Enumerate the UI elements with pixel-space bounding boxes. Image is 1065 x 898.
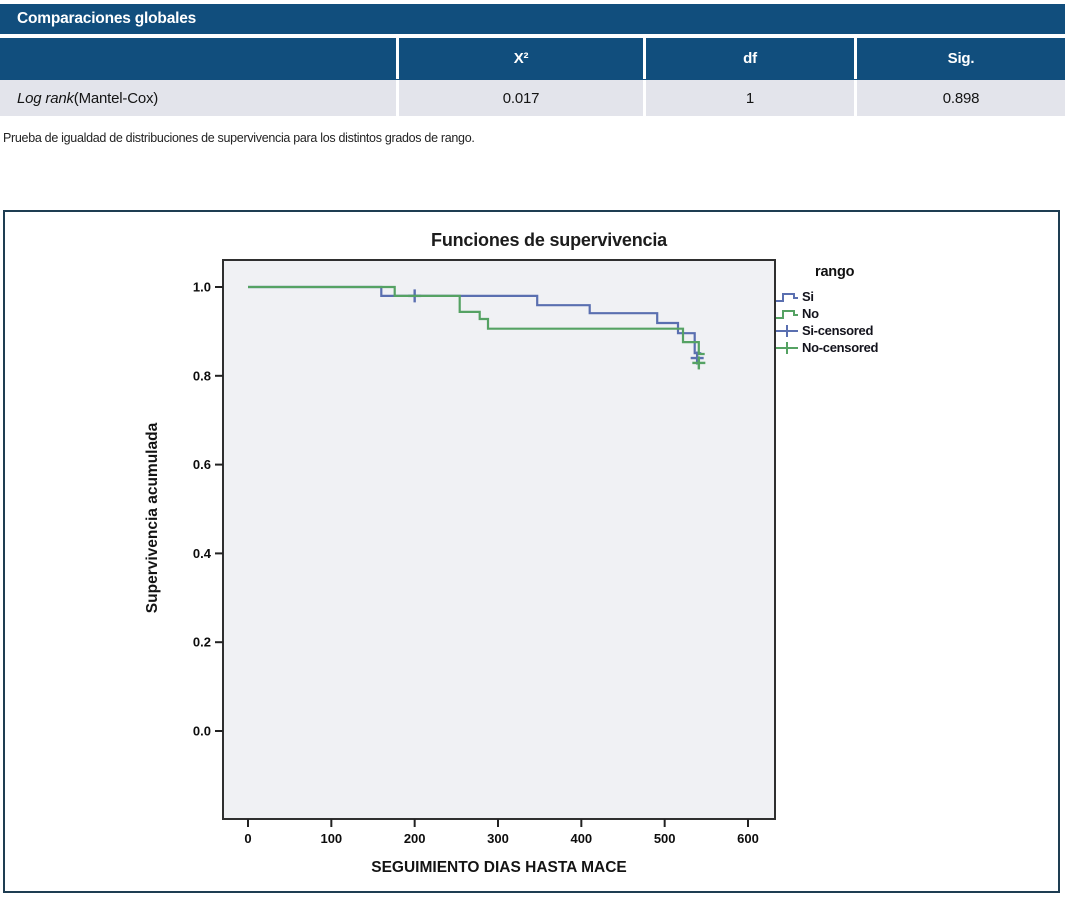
- row-label-regular-part: (Mantel-Cox): [73, 89, 159, 107]
- survival-plot: 0 100 200 300 400 500 600 1.0 0.8 0.6 0.4 0.2 0.0 SE…: [144, 259, 776, 876]
- censored-plus-icon: [776, 324, 798, 337]
- legend-label-si-censored: Si-censored: [802, 323, 874, 338]
- legend: rango Si No Si-censored: [775, 264, 1005, 356]
- legend-item-no-censored: No-censored: [775, 339, 1005, 356]
- chart-title: Funciones de supervivencia: [431, 230, 667, 250]
- legend-label-no: No: [802, 306, 819, 321]
- legend-label-si: Si: [802, 289, 814, 304]
- svg-text:0: 0: [244, 831, 251, 846]
- censored-plus-icon: [776, 341, 798, 354]
- svg-text:500: 500: [654, 831, 676, 846]
- legend-label-no-censored: No-censored: [802, 340, 879, 355]
- y-axis-title: Supervivencia acumulada: [144, 422, 161, 613]
- value-df: 1: [646, 80, 854, 116]
- svg-text:100: 100: [320, 831, 342, 846]
- header-cell-chi-square: X²: [399, 38, 643, 79]
- svg-text:0.4: 0.4: [193, 546, 212, 561]
- legend-item-si: Si: [775, 288, 1005, 305]
- step-curve-icon: [776, 309, 798, 319]
- row-label-log-rank: Log rank (Mantel-Cox): [0, 80, 396, 116]
- table-header-row: X² df Sig.: [0, 38, 1065, 79]
- svg-text:400: 400: [570, 831, 592, 846]
- svg-text:200: 200: [404, 831, 426, 846]
- survival-chart-frame: 0 100 200 300 400 500 600 1.0 0.8 0.6 0.4 0.2 0.0 SE…: [3, 210, 1060, 893]
- value-sig: 0.898: [857, 80, 1065, 116]
- legend-item-si-censored: Si-censored: [775, 322, 1005, 339]
- header-cell-df: df: [646, 38, 854, 79]
- table-header-underline: [0, 79, 1065, 80]
- header-cell-sig: Sig.: [857, 38, 1065, 79]
- legend-item-no: No: [775, 305, 1005, 322]
- row-label-italic-part: Log rank: [17, 89, 74, 107]
- legend-title: rango: [815, 264, 855, 280]
- step-curve-icon: [776, 292, 798, 302]
- table-title-bar: Comparaciones globales: [0, 4, 1065, 34]
- value-chi-square: 0.017: [399, 80, 643, 116]
- table-row: Log rank (Mantel-Cox) 0.017 1 0.898: [0, 80, 1065, 116]
- svg-text:0.8: 0.8: [193, 368, 211, 383]
- x-axis-title: SEGUIMIENTO DIAS HASTA MACE: [371, 859, 626, 876]
- header-cell-empty: [0, 38, 396, 79]
- svg-text:300: 300: [487, 831, 509, 846]
- svg-text:0.0: 0.0: [193, 724, 211, 739]
- svg-text:600: 600: [737, 831, 759, 846]
- svg-text:0.2: 0.2: [193, 635, 211, 650]
- table-footnote: Prueba de igualdad de distribuciones de …: [3, 131, 475, 145]
- svg-text:1.0: 1.0: [193, 280, 211, 295]
- svg-text:0.6: 0.6: [193, 457, 211, 472]
